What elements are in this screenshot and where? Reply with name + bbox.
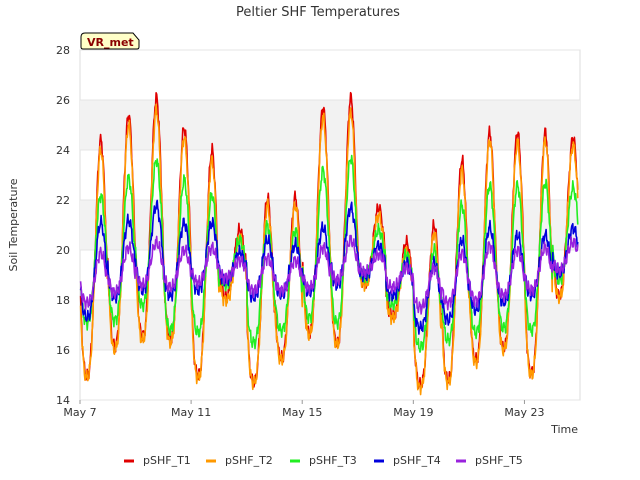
y-tick-label: 16 <box>56 344 70 357</box>
y-tick-label: 24 <box>56 144 70 157</box>
legend-label-pSHF_T3: pSHF_T3 <box>309 454 357 467</box>
plot-background <box>79 49 581 401</box>
x-tick-label: May 23 <box>504 406 544 419</box>
legend-label-pSHF_T2: pSHF_T2 <box>225 454 273 467</box>
plot-band <box>80 100 580 150</box>
y-tick-label: 18 <box>56 294 70 307</box>
x-tick-label: May 15 <box>282 406 322 419</box>
badge-label: VR_met <box>87 36 134 49</box>
vr-met-badge: VR_met <box>80 32 140 50</box>
y-tick-label: 14 <box>56 394 70 407</box>
x-tick-label: May 11 <box>171 406 211 419</box>
legend-label-pSHF_T4: pSHF_T4 <box>393 454 441 467</box>
y-tick-label: 26 <box>56 94 70 107</box>
x-axis-ticks: May 7 May 11 May 15 May 19 May 23 <box>63 400 545 419</box>
x-axis-label: Time <box>550 423 578 436</box>
y-tick-label: 22 <box>56 194 70 207</box>
series-lines <box>79 91 579 396</box>
series-line-pSHF_T5 <box>79 234 579 315</box>
legend-label-pSHF_T1: pSHF_T1 <box>143 454 191 467</box>
legend-label-pSHF_T5: pSHF_T5 <box>475 454 523 467</box>
x-tick-label: May 19 <box>393 406 433 419</box>
legend: pSHF_T1 pSHF_T2 pSHF_T3 pSHF_T4 pSHF_T5 <box>124 454 523 467</box>
x-tick-label: May 7 <box>63 406 96 419</box>
y-tick-label: 20 <box>56 244 70 257</box>
y-tick-label: 28 <box>56 44 70 57</box>
y-axis-label: Soil Temperature <box>7 178 20 271</box>
plot-band <box>80 300 580 350</box>
y-axis-ticks: 14 16 18 20 22 24 26 28 <box>56 44 70 407</box>
chart-title: Peltier SHF Temperatures <box>236 5 400 20</box>
badge-shape <box>80 32 140 50</box>
